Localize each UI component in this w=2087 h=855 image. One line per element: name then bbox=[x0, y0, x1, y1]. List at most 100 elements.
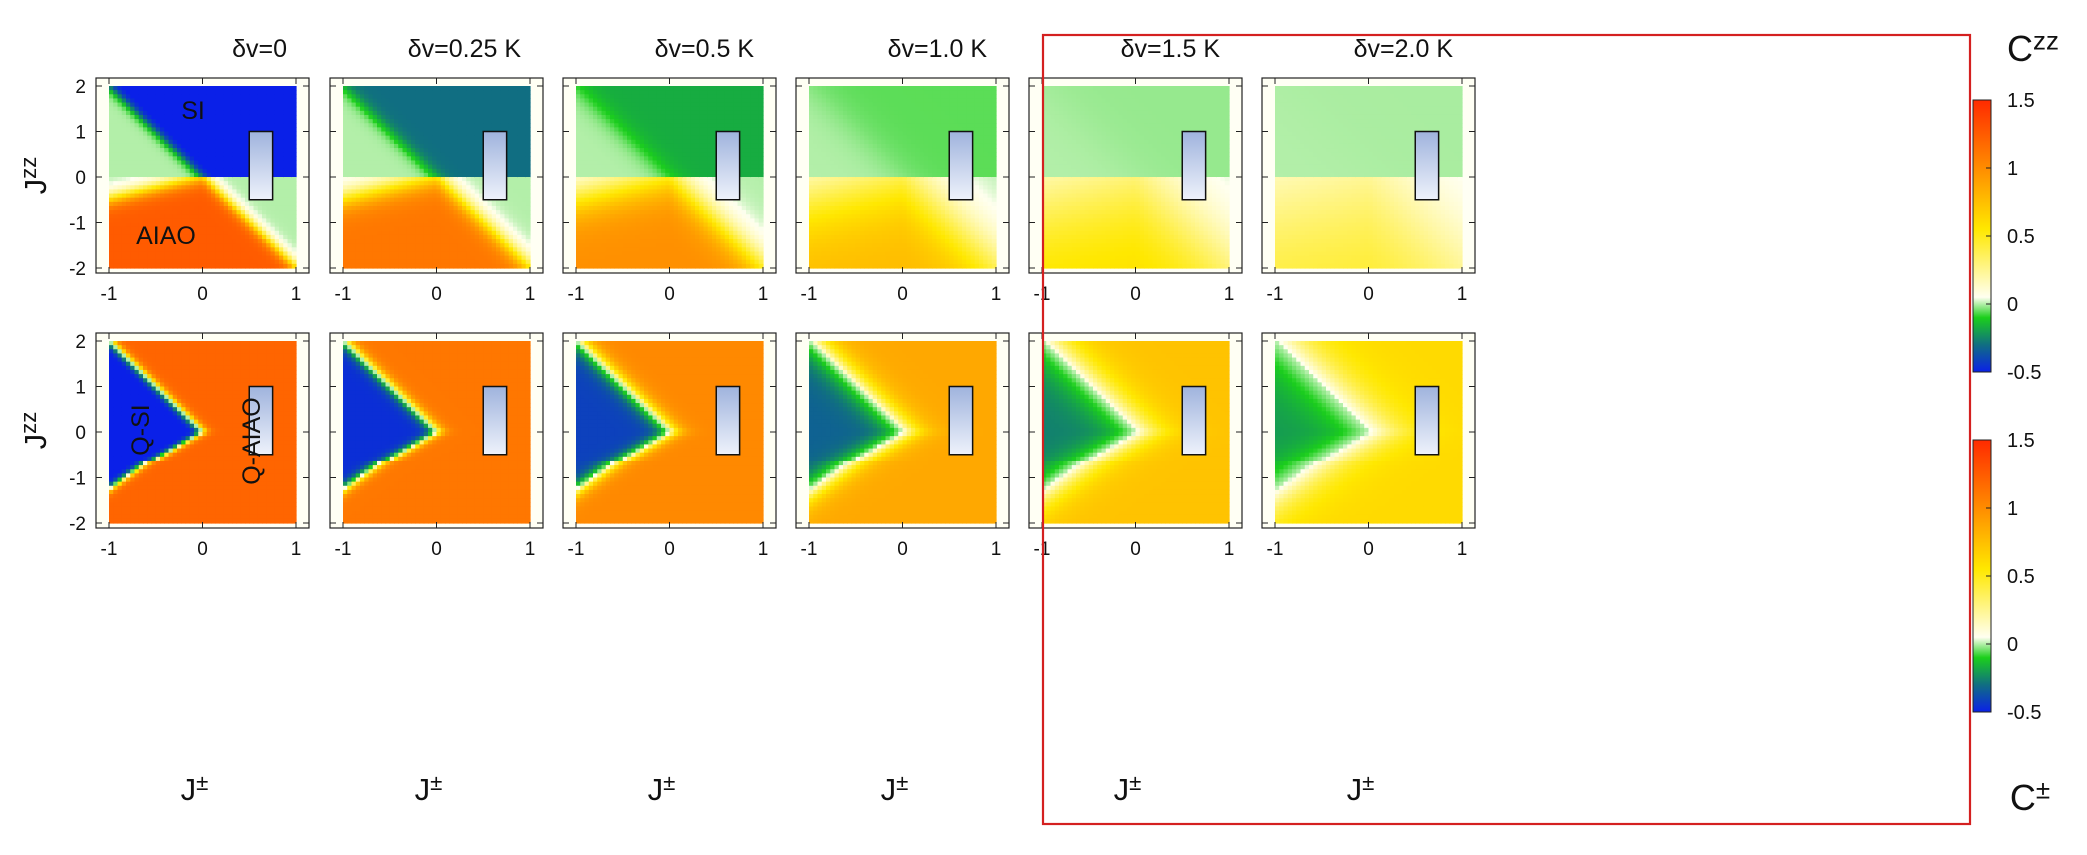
heatmap-cell bbox=[215, 243, 220, 248]
heatmap-cell bbox=[135, 123, 140, 128]
heatmap-cell bbox=[109, 247, 114, 252]
heatmap-cell bbox=[211, 165, 216, 170]
heatmap-cell bbox=[211, 115, 216, 120]
heatmap-cell bbox=[232, 231, 237, 236]
heatmap-cell bbox=[169, 140, 174, 145]
heatmap-cell bbox=[347, 136, 352, 141]
heatmap-cell bbox=[164, 111, 169, 116]
heatmap-cell bbox=[139, 90, 144, 95]
heatmap-cell bbox=[207, 223, 212, 228]
heatmap-cell bbox=[343, 198, 348, 203]
heatmap-cell bbox=[207, 107, 212, 112]
heatmap-cell bbox=[109, 210, 114, 215]
heatmap-cell bbox=[207, 214, 212, 219]
heatmap-cell bbox=[258, 103, 263, 108]
heatmap-cell bbox=[283, 243, 288, 248]
heatmap-cell bbox=[356, 144, 361, 149]
heatmap-cell bbox=[126, 160, 131, 165]
heatmap-cell bbox=[237, 239, 242, 244]
heatmap-cell bbox=[194, 173, 199, 178]
heatmap-cell bbox=[283, 119, 288, 124]
heatmap-cell bbox=[288, 239, 293, 244]
heatmap-cell bbox=[109, 144, 114, 149]
heatmap-cell bbox=[156, 136, 161, 141]
heatmap-cell bbox=[215, 189, 220, 194]
heatmap-cell bbox=[194, 251, 199, 256]
heatmap-cell bbox=[122, 152, 127, 157]
heatmap-cell bbox=[173, 173, 178, 178]
heatmap-cell bbox=[109, 107, 114, 112]
heatmap-cell bbox=[122, 144, 127, 149]
heatmap-cell bbox=[343, 235, 348, 240]
heatmap-cell bbox=[207, 111, 212, 116]
heatmap-cell bbox=[156, 115, 161, 120]
heatmap-cell bbox=[130, 231, 135, 236]
heatmap-cell bbox=[262, 90, 267, 95]
heatmap-cell bbox=[143, 107, 148, 112]
heatmap-cell bbox=[135, 210, 140, 215]
heatmap-cell bbox=[181, 202, 186, 207]
heatmap-cell bbox=[245, 103, 250, 108]
heatmap-cell bbox=[164, 98, 169, 103]
heatmap-cell bbox=[203, 160, 208, 165]
heatmap-cell bbox=[220, 214, 225, 219]
heatmap-cell bbox=[118, 198, 123, 203]
heatmap-cell bbox=[143, 189, 148, 194]
heatmap-cell bbox=[173, 98, 178, 103]
heatmap-cell bbox=[220, 169, 225, 174]
heatmap-cell bbox=[356, 152, 361, 157]
heatmap-cell bbox=[220, 111, 225, 116]
heatmap-cell bbox=[130, 132, 135, 137]
heatmap-cell bbox=[279, 173, 284, 178]
heatmap-cell bbox=[152, 127, 157, 132]
heatmap-cell bbox=[228, 90, 233, 95]
heatmap-cell bbox=[122, 189, 127, 194]
heatmap-cell bbox=[283, 103, 288, 108]
heatmap-cell bbox=[288, 107, 293, 112]
heatmap-cell bbox=[241, 231, 246, 236]
heatmap-cell bbox=[288, 98, 293, 103]
heatmap-cell bbox=[245, 231, 250, 236]
heatmap-cell bbox=[241, 256, 246, 261]
heatmap-cell bbox=[228, 144, 233, 149]
heatmap-cell bbox=[164, 198, 169, 203]
heatmap-cell bbox=[347, 98, 352, 103]
heatmap-cell bbox=[143, 210, 148, 215]
heatmap-cell bbox=[347, 206, 352, 211]
heatmap-cell bbox=[126, 214, 131, 219]
heatmap-cell bbox=[352, 264, 357, 269]
heatmap-cell bbox=[190, 181, 195, 186]
heatmap-cell bbox=[224, 115, 229, 120]
heatmap-cell bbox=[245, 90, 250, 95]
heatmap-cell bbox=[207, 160, 212, 165]
heatmap-cell bbox=[237, 90, 242, 95]
heatmap-cell bbox=[245, 247, 250, 252]
heatmap-cell bbox=[160, 260, 165, 265]
heatmap-cell bbox=[288, 119, 293, 124]
heatmap-panel: -1 0 1210-1-2SIAIAO bbox=[69, 77, 309, 305]
heatmap-cell bbox=[156, 140, 161, 145]
heatmap-cell bbox=[147, 140, 152, 145]
heatmap-cell bbox=[347, 140, 352, 145]
heatmap-cell bbox=[352, 103, 357, 108]
heatmap-cell bbox=[215, 210, 220, 215]
heatmap-cell bbox=[271, 206, 276, 211]
heatmap-cell bbox=[292, 227, 297, 232]
heatmap-cell bbox=[190, 86, 195, 91]
heatmap-cell bbox=[288, 140, 293, 145]
heatmap-cell bbox=[343, 160, 348, 165]
heatmap-cell bbox=[254, 103, 259, 108]
heatmap-cell bbox=[224, 177, 229, 182]
heatmap-cell bbox=[292, 115, 297, 120]
heatmap-cell bbox=[186, 206, 191, 211]
heatmap-cell bbox=[173, 169, 178, 174]
heatmap-cell bbox=[241, 103, 246, 108]
heatmap-cell bbox=[266, 94, 271, 99]
heatmap-cell bbox=[135, 103, 140, 108]
heatmap-cell bbox=[207, 256, 212, 261]
heatmap-cell bbox=[262, 214, 267, 219]
heatmap-cell bbox=[258, 223, 263, 228]
heatmap-cell bbox=[186, 169, 191, 174]
heatmap-cell bbox=[347, 202, 352, 207]
heatmap-cell bbox=[160, 185, 165, 190]
